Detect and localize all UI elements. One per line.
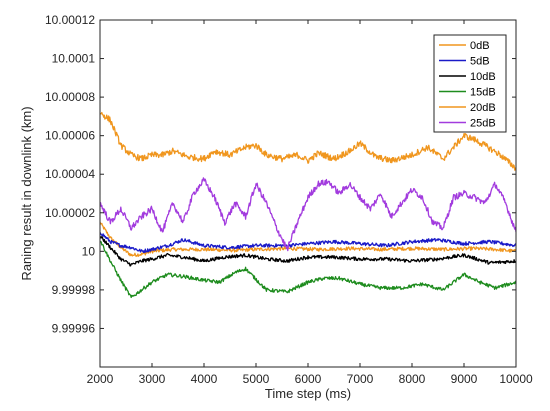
x-tick-label: 3000 (139, 372, 166, 386)
series-line-15dB (100, 240, 516, 299)
y-tick-label: 10 (82, 244, 96, 258)
x-tick-label: 2000 (87, 372, 114, 386)
legend-label-0dB: 0dB (470, 40, 490, 52)
legend: 0dB 5dB 10dB 15dB 20dB 25dB (433, 34, 507, 133)
legend-label-20dB: 20dB (470, 102, 496, 114)
y-tick-label: 10.00006 (45, 129, 95, 143)
legend-label-5dB: 5dB (470, 56, 490, 68)
y-tick-label: 9.99996 (52, 321, 96, 335)
legend-label-10dB: 10dB (470, 71, 496, 83)
series-line-5dB (100, 232, 516, 254)
x-tick-label: 8000 (399, 372, 426, 386)
y-axis-label: Raning result in downlink (km) (19, 106, 34, 280)
legend-label-25dB: 25dB (470, 118, 496, 130)
y-tick-label: 9.99998 (52, 283, 96, 297)
series-line-20dB (100, 111, 516, 171)
legend-entries: 0dB 5dB 10dB 15dB 20dB 25dB (439, 40, 496, 130)
legend-label-15dB: 15dB (470, 87, 496, 99)
x-tick-label: 7000 (347, 372, 374, 386)
x-axis-label: Time step (ms) (265, 386, 351, 401)
x-axis-ticks: 2000 3000 4000 5000 6000 7000 8000 9000 10000 (87, 20, 533, 386)
x-tick-label: 9000 (451, 372, 478, 386)
y-tick-label: 10.00004 (45, 167, 95, 181)
x-tick-label: 5000 (243, 372, 270, 386)
series-line-25dB (100, 177, 516, 252)
series-line-10dB (100, 236, 516, 267)
y-tick-label: 10.00012 (45, 13, 95, 27)
y-tick-label: 10.0001 (52, 52, 96, 66)
legend-box (433, 34, 507, 133)
series-layer (100, 111, 516, 299)
y-tick-label: 10.00008 (45, 90, 95, 104)
x-tick-label: 10000 (499, 372, 533, 386)
series-line-0dB (100, 221, 516, 258)
x-tick-label: 6000 (295, 372, 322, 386)
y-axis-ticks: 9.99996 9.99998 10 10.00002 10.00004 10.00006… (45, 13, 516, 335)
y-tick-label: 10.00002 (45, 206, 95, 220)
x-tick-label: 4000 (191, 372, 218, 386)
